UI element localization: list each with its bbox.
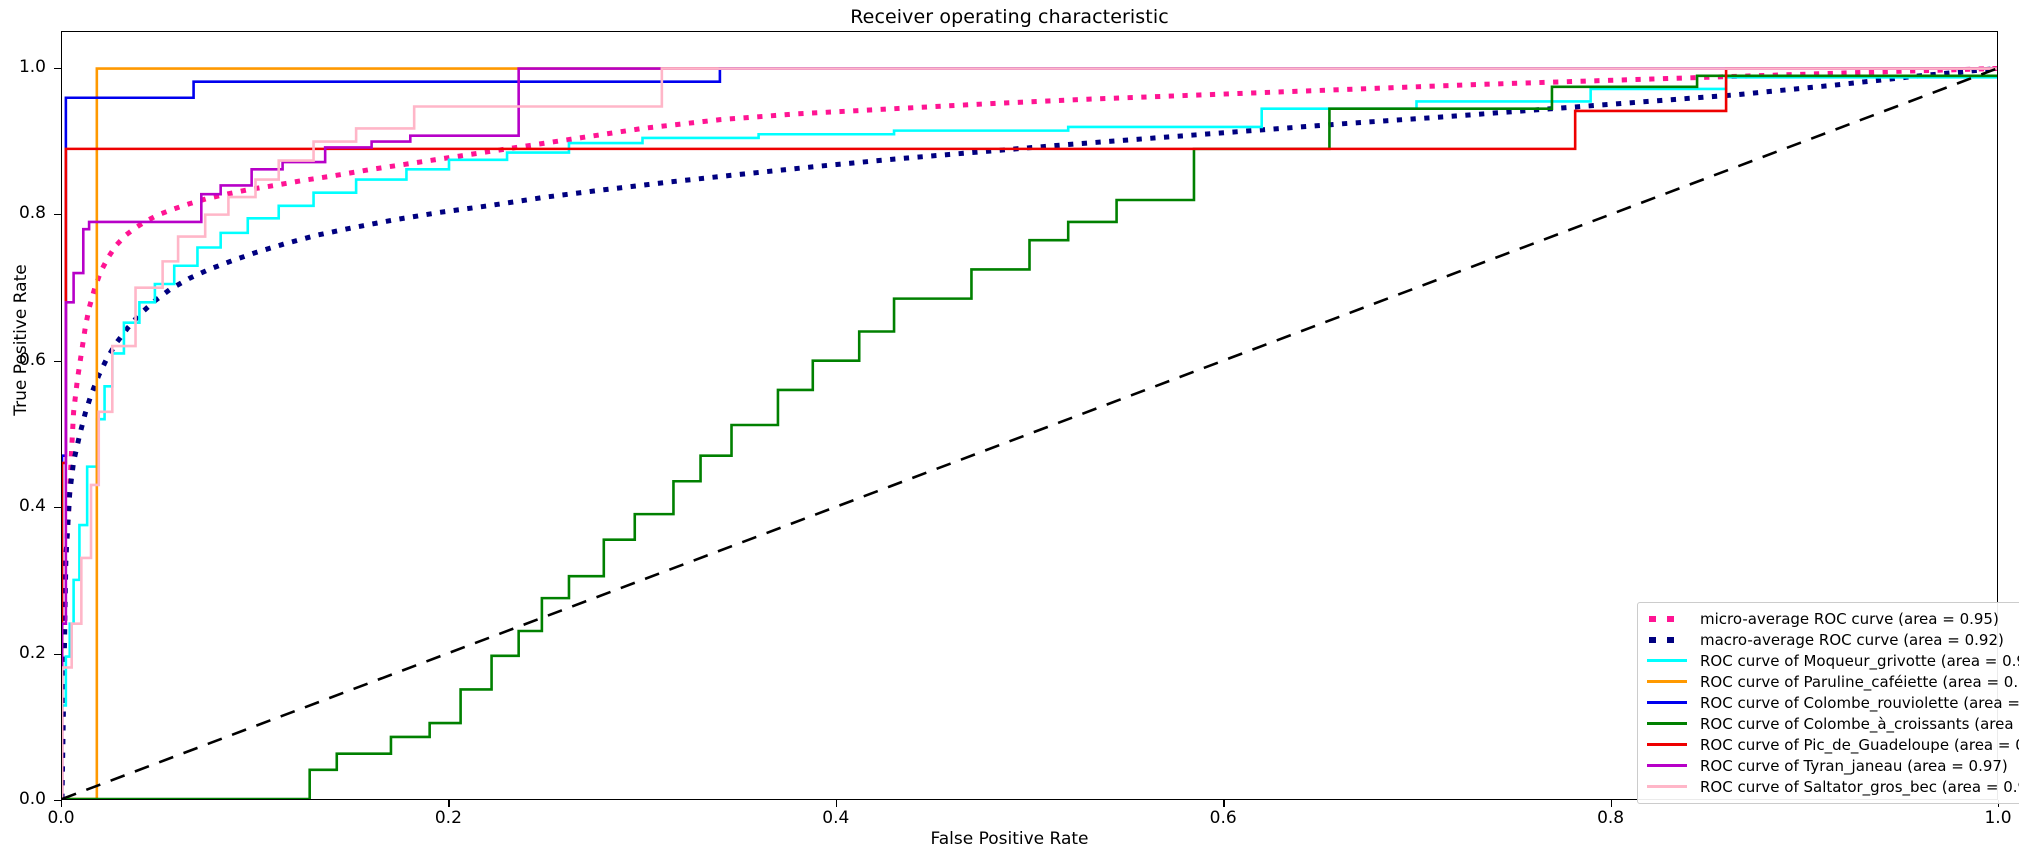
x-tick-label: 1.0 [1984, 808, 2012, 828]
legend-swatch-icon [1645, 612, 1689, 626]
x-tick-label: 0.0 [47, 808, 75, 828]
legend-item[interactable]: ROC curve of Saltator_gros_bec (area = 0… [1645, 776, 2019, 797]
x-tick-mark [1610, 800, 1612, 807]
legend: micro-average ROC curve (area = 0.95) mac… [1637, 602, 2019, 804]
legend-label: macro-average ROC curve (area = 0.92) [1700, 630, 2004, 649]
y-tick-mark [54, 653, 61, 655]
legend-item[interactable]: ROC curve of Paruline_caféiette (area = … [1645, 671, 2019, 692]
legend-label: ROC curve of Colombe_à_croissants (area … [1700, 714, 2019, 733]
roc-curve-macro-average-roc-curve [62, 66, 1997, 799]
roc-curve-colombe-croissants [62, 74, 1997, 799]
chart-title: Receiver operating characteristic [850, 6, 1169, 28]
x-axis-label: False Positive Rate [930, 829, 1089, 849]
y-tick-mark [54, 507, 61, 509]
legend-swatch-icon [1645, 696, 1689, 710]
x-tick-mark [835, 800, 838, 807]
y-tick-label: 0.4 [18, 496, 46, 517]
legend-swatch-icon [1645, 738, 1689, 752]
y-tick-mark [54, 214, 61, 216]
legend-label: ROC curve of Pic_de_Guadeloupe (area = 0… [1700, 735, 2019, 754]
y-tick-mark [54, 67, 61, 69]
legend-swatch-icon [1645, 717, 1689, 731]
legend-label: ROC curve of Saltator_gros_bec (area = 0… [1700, 777, 2019, 796]
roc-curve-moqueur-grivotte [62, 75, 1997, 799]
legend-swatch-icon [1645, 759, 1689, 773]
x-tick-mark [1223, 800, 1225, 807]
y-tick-label: 0.6 [18, 349, 46, 370]
legend-item[interactable]: ROC curve of Colombe_à_croissants (area … [1645, 713, 2019, 734]
legend-swatch-icon [1645, 654, 1689, 668]
legend-swatch-icon [1645, 633, 1689, 647]
legend-swatch-icon [1645, 675, 1689, 689]
legend-item[interactable]: micro-average ROC curve (area = 0.95) [1645, 608, 2019, 629]
legend-item[interactable]: macro-average ROC curve (area = 0.92) [1645, 629, 2019, 650]
x-tick-label: 0.2 [434, 808, 462, 828]
legend-item[interactable]: ROC curve of Colombe_rouviolette (area =… [1645, 692, 2019, 713]
x-tick-mark [61, 800, 63, 807]
y-tick-mark [54, 800, 61, 802]
legend-swatch-icon [1645, 780, 1689, 794]
x-tick-label: 0.4 [822, 808, 850, 828]
roc-curve-tyran-janeau [62, 67, 1997, 799]
x-tick-label: 0.8 [1597, 808, 1625, 828]
legend-label: micro-average ROC curve (area = 0.95) [1700, 609, 1999, 628]
legend-item[interactable]: ROC curve of Tyran_janeau (area = 0.97) [1645, 755, 2019, 776]
y-tick-mark [54, 360, 61, 362]
legend-label: ROC curve of Tyran_janeau (area = 0.97) [1700, 756, 2008, 775]
legend-label: ROC curve of Moqueur_grivotte (area = 0.… [1700, 651, 2019, 670]
legend-label: ROC curve of Paruline_caféiette (area = … [1700, 672, 2019, 691]
legend-label: ROC curve of Colombe_rouviolette (area =… [1700, 693, 2019, 712]
y-tick-label: 1.0 [18, 56, 46, 77]
roc-curve-pic-de-guadeloupe [62, 67, 1997, 799]
x-tick-label: 0.6 [1209, 808, 1237, 828]
legend-item[interactable]: ROC curve of Pic_de_Guadeloupe (area = 0… [1645, 734, 2019, 755]
roc-curve-colombe-rouviolette [62, 67, 1997, 799]
y-tick-label: 0.2 [18, 642, 46, 663]
roc-curve-saltator-gros-bec [62, 67, 1997, 799]
legend-item[interactable]: ROC curve of Moqueur_grivotte (area = 0.… [1645, 650, 2019, 671]
y-tick-label: 0.0 [18, 789, 46, 809]
y-axis-label: True Positive Rate [11, 264, 31, 416]
roc-curve-chance-diagonal [62, 67, 1997, 799]
y-tick-label: 0.8 [18, 203, 46, 224]
roc-curves-svg [62, 66, 1997, 799]
x-tick-mark [448, 800, 450, 807]
